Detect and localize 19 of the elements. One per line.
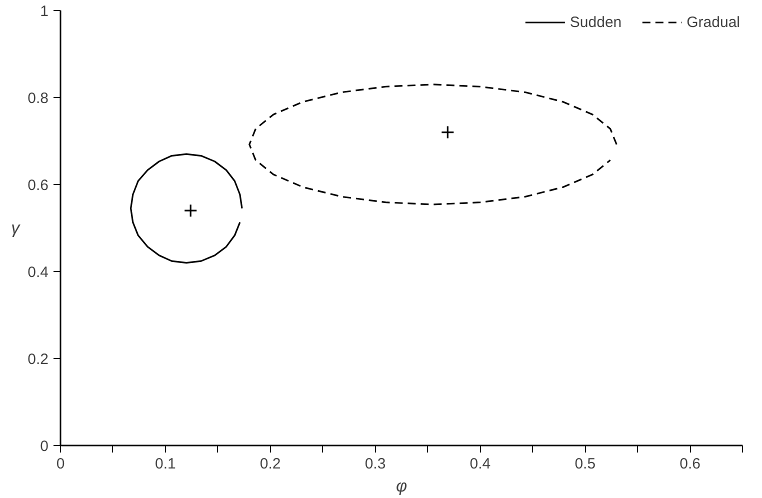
x-tick-label: 0 <box>56 456 65 472</box>
x-tick-label: 0.3 <box>364 456 386 472</box>
x-tick-label: 0.1 <box>154 456 176 472</box>
y-tick-label: 0.6 <box>28 177 49 194</box>
legend-label: Gradual <box>686 14 740 30</box>
y-tick-label: 0 <box>40 438 48 455</box>
x-tick-label: 0.5 <box>574 456 596 472</box>
y-tick-label: 0.8 <box>28 90 49 107</box>
x-axis-title: φ <box>396 476 408 496</box>
x-tick-label: 0.6 <box>680 456 700 472</box>
y-tick-label: 0.4 <box>28 264 49 281</box>
legend-label: Sudden <box>570 14 622 30</box>
y-tick-label: 1 <box>40 3 48 20</box>
line-series <box>130 153 243 264</box>
x-tick-label: 0.2 <box>260 456 281 472</box>
x-tick-label: 0.4 <box>470 456 491 472</box>
y-tick-label: 0.2 <box>28 351 49 368</box>
line-series <box>248 84 618 206</box>
y-axis-title: γ <box>11 218 22 238</box>
